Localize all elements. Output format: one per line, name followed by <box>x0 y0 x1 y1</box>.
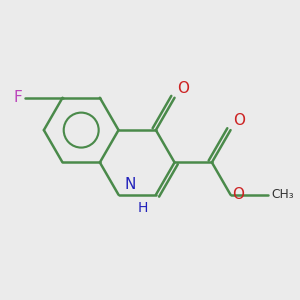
Text: O: O <box>233 113 245 128</box>
Text: H: H <box>137 202 148 215</box>
Text: N: N <box>124 177 136 192</box>
Text: CH₃: CH₃ <box>271 188 293 201</box>
Text: O: O <box>178 81 190 96</box>
Text: F: F <box>14 90 22 105</box>
Text: O: O <box>232 187 244 202</box>
